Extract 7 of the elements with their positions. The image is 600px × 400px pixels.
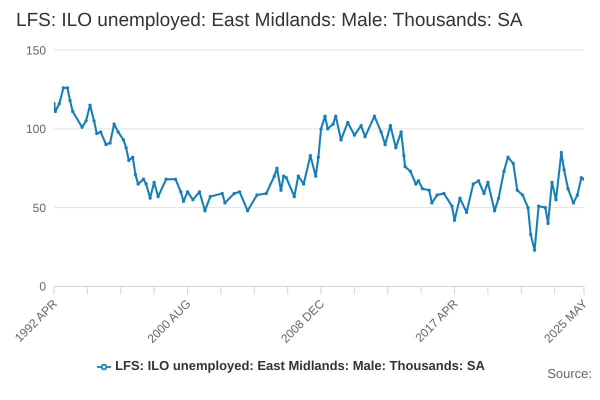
y-tick-label: 50 xyxy=(32,200,46,215)
legend-label: LFS: ILO unemployed: East Midlands: Male: Thousands: SA xyxy=(115,358,485,374)
y-tick-label: 150 xyxy=(26,43,46,58)
source-note: Source: xyxy=(547,366,592,381)
y-tick-label: 0 xyxy=(39,280,46,294)
chart-title: LFS: ILO unemployed: East Midlands: Male: Thousands: SA xyxy=(15,9,524,33)
y-tick-label: 100 xyxy=(26,122,46,136)
